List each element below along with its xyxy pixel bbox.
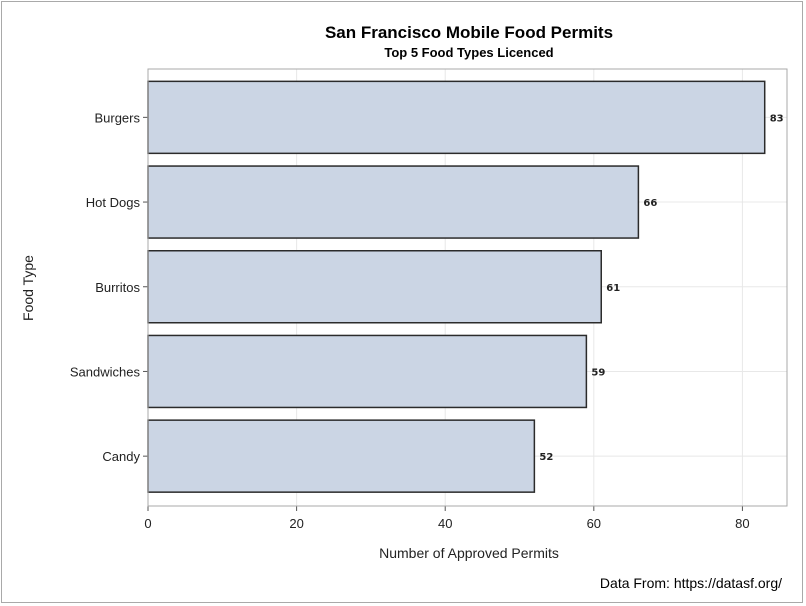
bar-candy: [147, 419, 536, 493]
y-tick-label: Burritos: [95, 280, 140, 295]
y-tick-label: Candy: [102, 449, 140, 464]
bar-hot-dogs: [147, 165, 640, 239]
data-label: 66: [643, 198, 657, 209]
x-tick-label: 40: [438, 516, 452, 531]
y-tick-label: Burgers: [94, 110, 140, 125]
data-label: 83: [770, 113, 784, 124]
x-axis-ticks: 0 20 40 60 80: [144, 506, 750, 531]
bars: [147, 80, 766, 493]
data-label: 61: [606, 283, 620, 294]
x-tick-label: 20: [289, 516, 303, 531]
data-label: 52: [539, 452, 553, 463]
x-tick-label: 0: [144, 516, 151, 531]
x-tick-label: 60: [587, 516, 601, 531]
source-footnote: Data From: https://datasf.org/: [600, 575, 782, 591]
chart-subtitle: Top 5 Food Types Licenced: [384, 45, 553, 60]
y-axis-ticks: Burgers Hot Dogs Burritos Sandwiches Candy: [70, 110, 148, 464]
y-tick-label: Sandwiches: [70, 364, 141, 379]
bar-burritos: [147, 250, 602, 324]
x-tick-label: 80: [735, 516, 749, 531]
plot-area-border: [147, 68, 788, 507]
bar-sandwiches: [147, 334, 588, 409]
y-axis-label: Food Type: [20, 255, 36, 321]
x-axis-label: Number of Approved Permits: [379, 545, 559, 561]
chart-title: San Francisco Mobile Food Permits: [325, 23, 613, 42]
y-tick-label: Hot Dogs: [86, 195, 141, 210]
data-label: 59: [591, 367, 605, 378]
bar-burgers: [147, 80, 766, 155]
data-labels: 83 66 61 59 52: [539, 113, 783, 463]
